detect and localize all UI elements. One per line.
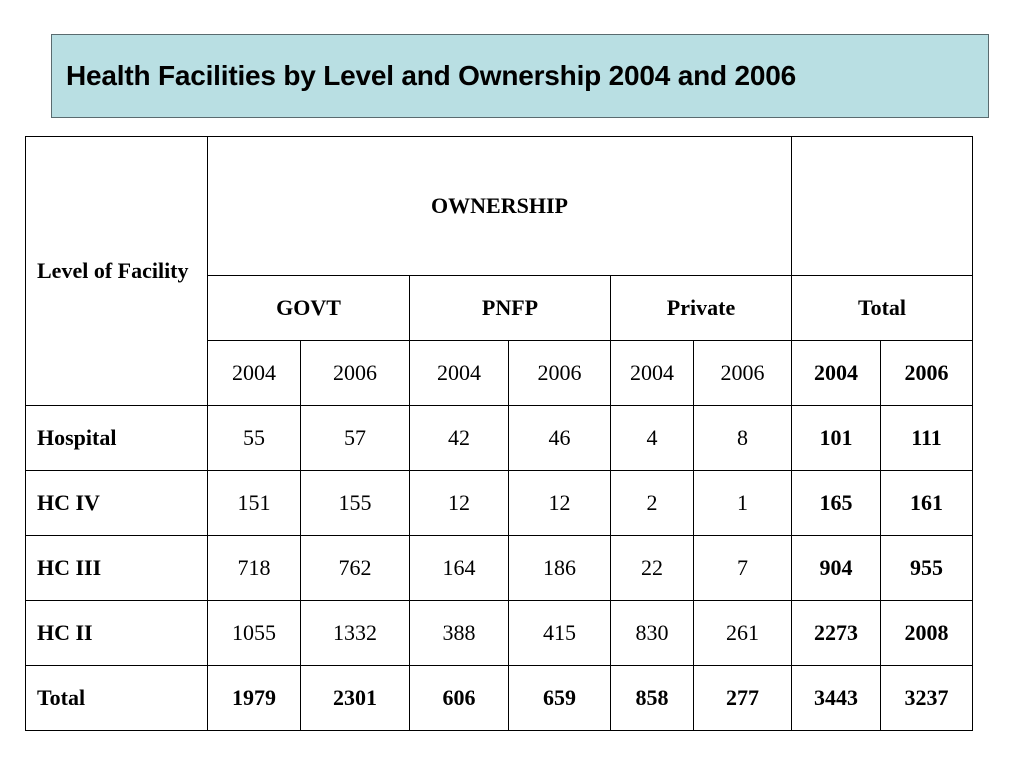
table-cell: 42 [409,405,509,471]
year-cell: 2006 [693,340,792,406]
table-cell: 7 [693,535,792,601]
table-cell: 161 [880,470,973,536]
year-cell: 2004 [207,340,301,406]
table-cell: 415 [508,600,611,666]
table-cell: 2301 [300,665,410,731]
table-cell: 718 [207,535,301,601]
table-cell: 1 [693,470,792,536]
table-cell: 2 [610,470,694,536]
group-private: Private [610,275,792,341]
table-cell: 165 [791,470,881,536]
table-cell: 3443 [791,665,881,731]
group-pnfp: PNFP [409,275,611,341]
total-row: Total 1979 2301 606 659 858 277 3443 323… [25,665,973,731]
row-label: Total [25,665,208,731]
table-cell: 858 [610,665,694,731]
table-row: HC IV 151 155 12 12 2 1 165 161 [25,470,973,536]
table-cell: 8 [693,405,792,471]
year-cell: 2004 [409,340,509,406]
table-cell: 12 [409,470,509,536]
table-cell: 277 [693,665,792,731]
header-row-years: 2004 2006 2004 2006 2004 2006 2004 2006 [26,340,973,406]
year-cell: 2004 [791,340,881,406]
table-cell: 2273 [791,600,881,666]
group-govt: GOVT [207,275,410,341]
header-row-ownership: Level of Facility OWNERSHIP [25,136,973,406]
table-cell: 12 [508,470,611,536]
ownership-header: OWNERSHIP [207,136,792,276]
table-cell: 762 [300,535,410,601]
empty-header-cell [791,136,973,276]
row-label: Hospital [25,405,208,471]
facilities-table: Level of Facility OWNERSHIP GOVT PNFP Pr… [25,136,973,731]
title-banner: Health Facilities by Level and Ownership… [51,34,989,118]
year-cell: 2006 [508,340,611,406]
year-cell: 2006 [880,340,973,406]
table-cell: 164 [409,535,509,601]
level-of-facility-header: Level of Facility [25,136,208,406]
table-cell: 904 [791,535,881,601]
table-row: Hospital 55 57 42 46 4 8 101 111 [25,405,973,471]
table-cell: 111 [880,405,973,471]
table-cell: 3237 [880,665,973,731]
table-cell: 186 [508,535,611,601]
table-cell: 151 [207,470,301,536]
row-label: HC II [25,600,208,666]
table-cell: 261 [693,600,792,666]
table-cell: 659 [508,665,611,731]
table-cell: 830 [610,600,694,666]
table-cell: 1055 [207,600,301,666]
group-total: Total [791,275,973,341]
year-cell: 2006 [300,340,410,406]
table-cell: 4 [610,405,694,471]
slide-title: Health Facilities by Level and Ownership… [66,60,796,91]
table-cell: 388 [409,600,509,666]
table-cell: 2008 [880,600,973,666]
table-cell: 1979 [207,665,301,731]
table-row: HC II 1055 1332 388 415 830 261 2273 200… [25,600,973,666]
table-cell: 606 [409,665,509,731]
row-label: HC III [25,535,208,601]
table-cell: 46 [508,405,611,471]
table-row: HC III 718 762 164 186 22 7 904 955 [25,535,973,601]
table-cell: 955 [880,535,973,601]
table-cell: 57 [300,405,410,471]
row-label: HC IV [25,470,208,536]
table-cell: 155 [300,470,410,536]
table-cell: 55 [207,405,301,471]
year-cell: 2004 [610,340,694,406]
table-cell: 101 [791,405,881,471]
table-cell: 22 [610,535,694,601]
table-cell: 1332 [300,600,410,666]
